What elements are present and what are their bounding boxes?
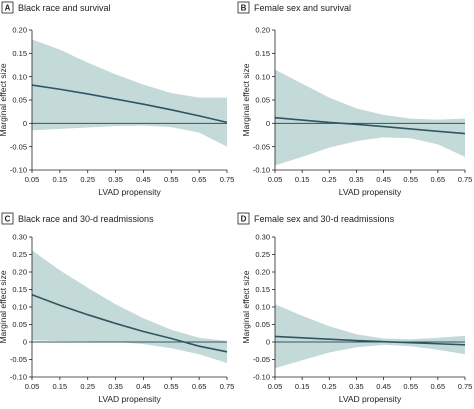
panel-c-letter: C [5, 215, 11, 224]
panel-b-y-tick-label: 0.05 [255, 96, 270, 105]
panel-d-x-tick-label: 0.15 [295, 382, 310, 391]
panel-b-y-tick-label: -0.10 [253, 166, 270, 175]
panel-d-ci-band [275, 304, 465, 369]
panel-d-estimate-line [274, 335, 466, 346]
panel-d: D Female sex and 30-d readmissions 0.30 0.2… [237, 212, 473, 404]
panel-c-x-tick-label: 0.25 [80, 382, 95, 391]
panel-c-y-tick-label: 0.10 [12, 303, 27, 312]
panel-c-x-tick-label: 0.15 [53, 382, 68, 391]
panel-c-x-tick-label: 0.05 [25, 382, 40, 391]
panel-d-x-tick-label: 0.75 [458, 382, 473, 391]
panel-c-y-tick-label: 0.05 [12, 320, 27, 329]
panel-c-y-tick-label: -0.10 [10, 373, 27, 382]
panel-d-y-tick-label: 0.15 [255, 285, 270, 294]
panel-c-y-tick-label: 0 [23, 338, 27, 347]
panel-a-x-axis-label: LVAD propensity [98, 187, 161, 197]
panel-a-x-tick-label: 0.25 [80, 175, 95, 184]
panel-a-x-tick-label: 0.35 [108, 175, 123, 184]
panel-c-letter-box [1, 212, 14, 225]
panel-b-x-axis-label: LVAD propensity [339, 187, 402, 197]
panel-b-y-tick-label: 0.10 [255, 72, 270, 81]
panel-b-letter: B [241, 4, 247, 13]
panel-b-x-tick-label: 0.05 [268, 175, 283, 184]
panel-c-estimate-line [31, 294, 228, 353]
panel-b-x-tick-label: 0.65 [431, 175, 446, 184]
panel-b: B Female sex and survival 0.20 0.15 0.10 0.05… [237, 1, 473, 197]
panel-d-y-tick-label: 0 [266, 338, 270, 347]
panel-c-x-tick-label: 0.55 [164, 382, 179, 391]
panel-b-letter-box [237, 1, 250, 14]
panel-b-y-tick-label: 0 [266, 119, 270, 128]
panel-a: A Black race and survival 0.20 0.15 0.10 0.05… [0, 1, 235, 197]
panel-d-title: Female sex and 30-d readmissions [254, 214, 395, 224]
panel-a-y-tick-label: -0.05 [10, 142, 27, 151]
panel-a-title: Black race and survival [18, 3, 111, 13]
panel-b-x-tick-label: 0.75 [458, 175, 473, 184]
panel-a-x-tick-label: 0.65 [192, 175, 207, 184]
panel-c: C Black race and 30-d readmissions 0.30 0.2… [0, 212, 235, 404]
panel-b-y-tick-label: 0.15 [255, 49, 270, 58]
panel-a-y-tick-label: 0.10 [12, 72, 27, 81]
panel-c-x-tick-label: 0.65 [192, 382, 207, 391]
panel-c-x-axis-label: LVAD propensity [98, 394, 161, 404]
panel-d-y-tick-label: 0.20 [255, 268, 270, 277]
panel-d-y-axis-label: Marginal effect size [241, 270, 251, 343]
panel-a-y-axis-label: Marginal effect size [0, 63, 8, 136]
panel-b-x-tick-label: 0.55 [403, 175, 418, 184]
panel-c-title: Black race and 30-d readmissions [18, 214, 154, 224]
panel-a-y-tick-label: -0.10 [10, 166, 27, 175]
panel-d-x-tick-label: 0.65 [431, 382, 446, 391]
panel-c-y-tick-label: -0.05 [10, 355, 27, 364]
panel-d-y-tick-label: 0.10 [255, 303, 270, 312]
panel-b-y-tick-label: 0.20 [255, 26, 270, 35]
panel-d-x-tick-label: 0.45 [376, 382, 391, 391]
panel-c-x-tick-label: 0.75 [220, 382, 235, 391]
panel-b-y-axis-label: Marginal effect size [241, 63, 251, 136]
panel-a-y-tick-label: 0.20 [12, 26, 27, 35]
panel-d-y-tick-label: -0.10 [253, 373, 270, 382]
panel-d-y-tick-label: 0.25 [255, 250, 270, 259]
panel-a-estimate-line [31, 84, 228, 124]
panel-a-x-tick-label: 0.05 [25, 175, 40, 184]
panel-a-letter-box [1, 1, 14, 14]
panel-d-y-tick-label: 0.05 [255, 320, 270, 329]
panel-c-y-tick-label: 0.25 [12, 250, 27, 259]
panel-a-x-tick-label: 0.75 [220, 175, 235, 184]
panel-a-x-tick-label: 0.55 [164, 175, 179, 184]
panel-c-y-tick-label: 0.30 [12, 233, 27, 242]
panel-a-y-tick-label: 0.15 [12, 49, 27, 58]
panel-d-x-tick-label: 0.35 [349, 382, 364, 391]
panel-b-x-tick-label: 0.45 [376, 175, 391, 184]
panel-c-ci-band [32, 250, 227, 363]
panel-d-letter-box [237, 212, 250, 225]
panel-d-y-tick-label: 0.30 [255, 233, 270, 242]
panel-b-estimate-line [274, 116, 466, 135]
panel-c-y-tick-label: 0.15 [12, 285, 27, 294]
panel-a-y-tick-label: 0 [23, 119, 27, 128]
panel-d-letter: D [241, 215, 247, 224]
panel-b-x-tick-label: 0.25 [322, 175, 337, 184]
panel-d-x-tick-label: 0.05 [268, 382, 283, 391]
panel-a-ci-band [32, 39, 227, 147]
panel-c-y-axis-label: Marginal effect size [0, 270, 8, 343]
panel-d-x-tick-label: 0.25 [322, 382, 337, 391]
panel-d-x-tick-label: 0.55 [403, 382, 418, 391]
panel-a-x-tick-label: 0.45 [136, 175, 151, 184]
panel-d-x-axis-label: LVAD propensity [339, 394, 402, 404]
panel-b-title: Female sex and survival [254, 3, 351, 13]
panel-c-x-tick-label: 0.45 [136, 382, 151, 391]
panel-d-y-tick-label: -0.05 [253, 355, 270, 364]
panel-b-y-tick-label: -0.05 [253, 142, 270, 151]
panel-c-x-tick-label: 0.35 [108, 382, 123, 391]
panel-a-x-tick-label: 0.15 [53, 175, 68, 184]
panel-a-letter: A [5, 4, 11, 13]
panel-b-ci-band [275, 69, 465, 166]
panel-c-y-tick-label: 0.20 [12, 268, 27, 277]
panel-b-x-tick-label: 0.15 [295, 175, 310, 184]
panel-a-y-tick-label: 0.05 [12, 96, 27, 105]
panel-b-x-tick-label: 0.35 [349, 175, 364, 184]
